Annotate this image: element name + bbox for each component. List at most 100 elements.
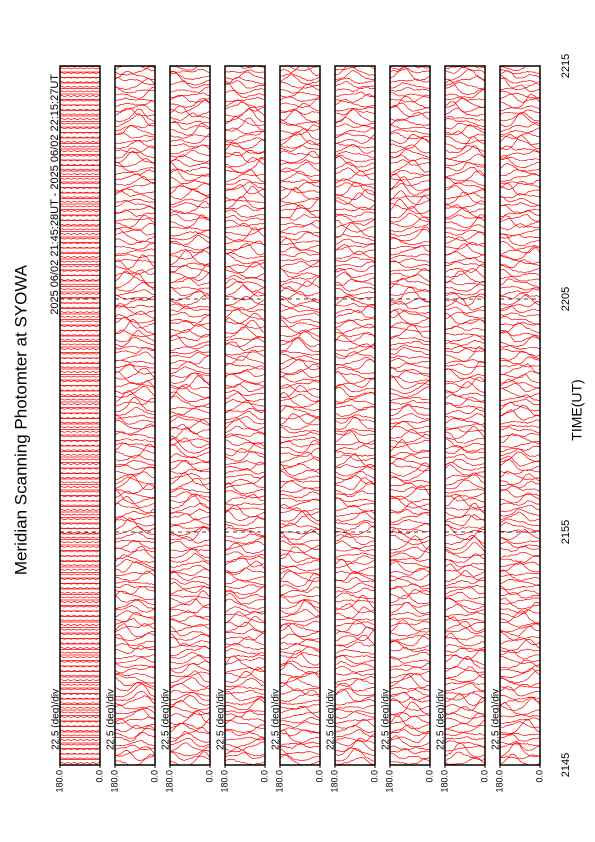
scan-trace [500,246,540,255]
scan-trace [280,660,320,669]
scan-trace [500,263,540,274]
scan-trace [335,540,375,549]
scan-trace [280,207,320,212]
scan-trace [390,486,430,493]
scan-trace [390,323,430,339]
scan-trace [445,535,485,551]
scan-trace [390,124,430,130]
scan-trace [60,196,100,199]
scan-trace [60,191,100,194]
scan-trace [225,752,265,759]
scan-trace [115,677,155,688]
scan-trace [500,740,540,751]
scan-trace [60,279,100,281]
scan-trace [225,667,265,673]
scan-trace [280,74,320,85]
scan-trace [500,697,540,706]
panel-frame [334,65,376,766]
scan-trace [280,599,320,609]
scan-trace [170,705,210,716]
scan-trace [445,145,485,154]
scan-trace [390,673,430,689]
scan-trace [500,426,540,435]
scan-trace [390,589,430,600]
scan-trace [390,671,430,678]
scan-trace [170,98,210,108]
scan-trace [445,118,485,128]
scan-trace [225,227,265,243]
scan-trace [390,429,430,439]
scan-trace [115,108,155,122]
scan-trace [280,404,320,412]
scan-trace [170,349,210,355]
scan-trace [115,367,155,380]
scan-trace [225,418,265,431]
scan-trace [115,716,155,725]
scan-trace [60,237,100,240]
scan-trace [500,183,540,196]
scan-trace [390,308,430,314]
trace-group [445,66,485,765]
scan-trace [225,278,265,288]
scan-trace [280,651,320,659]
scan-trace [170,59,210,66]
scan-trace [225,523,265,531]
scan-trace [115,214,155,229]
scan-trace [115,209,155,217]
scan-trace [280,671,320,678]
scan-trace [500,383,540,393]
scan-trace [335,477,375,491]
scan-trace [500,195,540,206]
scan-trace [390,358,430,365]
scan-trace [280,197,320,204]
panel-scale: 22.5 (deg)/div [381,689,392,750]
trace-group [170,59,210,765]
scan-trace [225,266,265,279]
scan-trace [170,351,210,358]
scan-trace [280,261,320,268]
scan-trace [280,144,320,153]
scan-trace [115,206,155,214]
scan-trace [445,492,485,498]
panel-scale: 22.5 (deg)/div [436,689,447,750]
scan-trace [115,140,155,149]
scan-trace [445,643,485,650]
scan-trace [390,560,430,568]
scan-trace [225,507,265,511]
scan-trace [335,497,375,508]
scan-trace [115,442,155,454]
scan-trace [335,709,375,715]
scan-trace [335,377,375,388]
scan-trace [225,690,265,695]
scan-trace [280,676,320,688]
panel-scale: 22.5 (deg)/div [106,689,117,750]
scan-trace [170,468,210,474]
scan-trace [170,633,210,641]
scan-trace [335,451,375,457]
scan-trace [115,396,155,413]
scan-trace [445,604,485,614]
scan-trace [280,182,320,191]
scan-trace [225,90,265,98]
scan-trace [225,411,265,421]
scan-trace [115,228,155,236]
scan-trace [225,341,265,351]
scan-trace [170,738,210,748]
scan-trace [225,502,265,506]
scan-trace [445,204,485,213]
scan-trace [280,497,320,502]
scan-trace [170,229,210,237]
y-tick-label: 0.0 [534,770,544,783]
scan-trace [60,463,100,465]
scan-trace [390,454,430,460]
scan-trace [280,280,320,293]
scan-trace [280,689,320,703]
scan-trace [335,356,375,366]
scan-trace [390,656,430,664]
scan-trace [280,391,320,408]
scan-trace [335,265,375,273]
scan-trace [115,483,155,494]
scan-trace [170,519,210,526]
scan-trace [500,537,540,545]
scan-trace [445,736,485,741]
